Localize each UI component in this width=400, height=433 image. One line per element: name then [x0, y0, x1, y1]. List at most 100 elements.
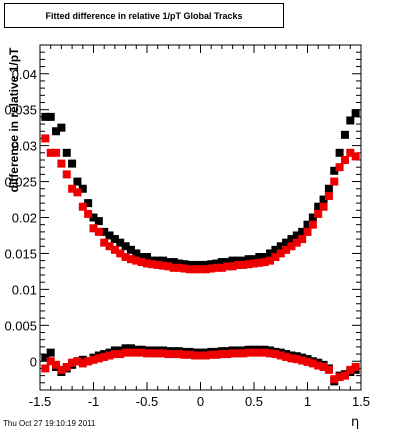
data-point: [94, 227, 103, 236]
data-point: [276, 242, 285, 251]
data-point: [169, 263, 178, 272]
data-point: [62, 170, 71, 179]
data-point: [78, 359, 87, 368]
data-point: [52, 127, 61, 136]
data-point: [132, 256, 141, 265]
data-point: [266, 249, 275, 258]
data-point: [105, 351, 114, 360]
data-point: [68, 159, 77, 168]
data-point: [223, 262, 232, 271]
data-point: [217, 350, 226, 359]
data-point: [303, 227, 312, 236]
data-point: [282, 245, 291, 254]
data-point: [228, 349, 237, 358]
y-tick-label: 0.01: [12, 282, 37, 297]
data-point: [335, 163, 344, 172]
data-point: [73, 188, 82, 197]
data-point: [201, 351, 210, 360]
data-point: [212, 350, 221, 359]
data-point: [271, 245, 280, 254]
data-point: [250, 259, 258, 268]
data-point: [276, 351, 285, 360]
data-point: [260, 258, 269, 267]
data-point: [191, 260, 200, 269]
data-point: [126, 348, 135, 357]
y-tick-label: 0.02: [12, 211, 37, 226]
data-point: [41, 364, 50, 373]
data-point: [148, 260, 157, 269]
data-point: [308, 220, 317, 229]
data-point: [46, 112, 55, 121]
data-point: [196, 265, 205, 274]
data-point: [266, 349, 275, 358]
data-point: [191, 265, 200, 274]
data-point: [308, 213, 317, 222]
data-point: [116, 249, 125, 258]
data-point: [233, 260, 242, 269]
data-point: [207, 264, 216, 273]
data-point: [287, 242, 296, 251]
data-point: [292, 238, 301, 247]
data-point: [298, 356, 307, 365]
data-point: [57, 123, 66, 132]
data-point: [41, 112, 50, 121]
data-point: [340, 130, 349, 139]
data-point: [68, 184, 77, 193]
data-point: [239, 256, 248, 265]
data-point: [335, 373, 344, 382]
y-axis-label: difference in relative 1/pT: [7, 47, 21, 193]
data-point: [84, 209, 93, 218]
data-point: [110, 235, 119, 244]
data-point: [228, 256, 237, 265]
data-point: [132, 249, 141, 258]
data-point: [126, 255, 135, 264]
y-tick-label: 0.03: [12, 139, 37, 154]
data-point: [244, 348, 253, 357]
data-point: [324, 184, 333, 193]
data-point: [207, 350, 216, 359]
data-point: [137, 348, 146, 357]
data-point: [137, 258, 146, 267]
data-point: [164, 350, 173, 359]
data-point: [292, 231, 301, 240]
data-point: [287, 235, 296, 244]
data-point: [201, 265, 210, 274]
data-point: [143, 349, 151, 358]
data-point: [351, 363, 360, 371]
data-point: [212, 263, 221, 272]
data-point: [319, 363, 328, 371]
y-tick-label: 0.035: [4, 103, 37, 118]
data-point: [319, 202, 328, 211]
data-point: [282, 238, 291, 247]
data-point: [314, 209, 323, 218]
x-tick-label: -1: [88, 394, 100, 409]
data-point: [116, 238, 125, 247]
data-point: [110, 350, 119, 359]
data-point: [41, 134, 50, 143]
data-point: [282, 352, 291, 361]
data-point: [223, 350, 232, 359]
data-point: [169, 350, 178, 359]
data-point: [346, 365, 355, 374]
data-point: [121, 344, 130, 353]
data-point: [78, 184, 87, 193]
data-point: [266, 256, 275, 265]
data-point: [175, 259, 184, 268]
x-tick-label: 1: [304, 394, 311, 409]
data-point: [153, 349, 162, 358]
data-point: [116, 350, 125, 359]
data-point: [143, 259, 151, 268]
data-point: [250, 348, 258, 357]
data-point: [100, 352, 109, 361]
data-point: [217, 263, 226, 272]
data-point: [153, 260, 162, 269]
data-point: [185, 265, 194, 274]
data-point: [346, 116, 355, 125]
data-point: [100, 227, 109, 236]
data-point: [324, 191, 333, 200]
data-point: [340, 156, 349, 164]
data-point: [148, 349, 157, 358]
data-point: [185, 260, 194, 269]
x-tick-label: 1.5: [352, 394, 370, 409]
data-point: [89, 224, 98, 233]
